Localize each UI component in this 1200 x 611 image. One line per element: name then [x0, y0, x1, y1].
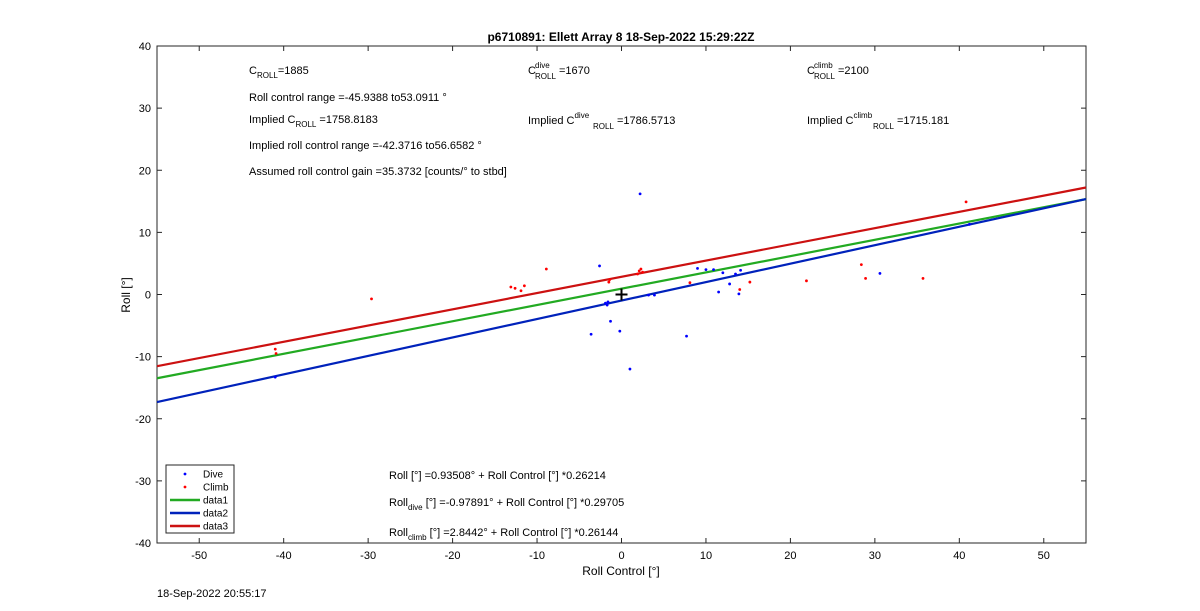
dive-point	[628, 367, 632, 371]
climb-point	[509, 285, 513, 289]
dive-point	[737, 292, 741, 296]
legend-marker-dive	[183, 472, 187, 476]
x-tick-label: 40	[953, 550, 965, 562]
dive-point	[878, 271, 882, 275]
climb-point	[519, 289, 523, 293]
climb-point	[639, 267, 643, 271]
y-axis-label: Roll [°]	[119, 277, 133, 312]
x-tick-label: -10	[529, 550, 545, 562]
x-tick-label: 30	[869, 550, 881, 562]
climb-point	[273, 347, 277, 351]
dive-point	[618, 329, 622, 333]
climb-point	[738, 288, 742, 291]
dive-point	[734, 272, 737, 276]
dive-point	[968, 222, 971, 226]
implied-climb-annotation: Implied CclimbROLL =1715.181	[807, 111, 949, 131]
fit-line-data3	[156, 186, 1087, 368]
climb-point	[522, 284, 526, 288]
fit-line-data2	[156, 198, 1087, 404]
dive-point	[704, 268, 708, 272]
footer-timestamp: 18-Sep-2022 20:55:17	[157, 588, 267, 600]
y-tick-label: 0	[145, 290, 151, 302]
x-tick-label: 10	[700, 550, 712, 562]
dive-point	[696, 267, 699, 270]
dive-point	[739, 268, 742, 272]
climb-point	[637, 269, 641, 273]
climb-point	[921, 276, 925, 280]
y-tick-label: -40	[135, 538, 151, 550]
plot-axes: -50 -40 -30 -20 -10 0 10 20 30 40 50 -40 -30 -20 -10 0…	[135, 41, 1087, 562]
legend-marker-climb	[183, 485, 187, 489]
cdive-annotation: Cdive ROLL =1670	[528, 61, 590, 81]
y-tick-label: 30	[139, 103, 151, 115]
climb-point	[859, 263, 863, 267]
croll-annotation: CROLL=1885	[249, 65, 309, 80]
roll-range-annotation: Roll control range =-45.9388 to53.0911 °	[249, 92, 447, 104]
legend-label-data1: data1	[203, 496, 228, 507]
dive-point	[721, 271, 725, 275]
y-tick-label: -10	[135, 352, 151, 364]
x-axis-ticks: -50 -40 -30 -20 -10 0 10 20 30 40 50	[191, 46, 1050, 562]
data-points	[273, 192, 971, 379]
dive-point	[653, 293, 656, 297]
x-tick-label: -30	[360, 550, 376, 562]
climb-point	[864, 276, 867, 280]
dive-point	[712, 268, 715, 272]
dive-point	[638, 192, 642, 196]
dive-point	[717, 290, 721, 294]
y-tick-label: -30	[135, 476, 151, 488]
dive-point	[589, 332, 593, 336]
fit-dive-equation: Rolldive [°] =-0.97891° + Roll Control […	[389, 497, 624, 512]
dive-point	[598, 264, 601, 268]
climb-point	[544, 267, 548, 271]
x-tick-label: 20	[784, 550, 796, 562]
climb-point	[964, 200, 968, 204]
dive-point	[273, 375, 277, 379]
dive-point	[609, 319, 612, 323]
legend-label-dive: Dive	[203, 470, 223, 481]
climb-point	[805, 279, 808, 283]
dive-point	[604, 301, 607, 305]
implied-dive-annotation: Implied CdiveROLL =1786.5713	[528, 111, 675, 131]
cclimb-annotation: Cclimb ROLL =2100	[807, 61, 869, 81]
legend: Dive Climb data1 data2 data3	[165, 464, 235, 534]
x-tick-label: 50	[1038, 550, 1050, 562]
climb-point	[641, 270, 645, 274]
y-tick-label: 10	[139, 227, 151, 239]
y-tick-label: 40	[139, 41, 151, 53]
climb-point	[513, 286, 517, 290]
dive-point	[606, 300, 610, 304]
fit-equation: Roll [°] =0.93508° + Roll Control [°] *0…	[389, 470, 606, 482]
dive-point	[728, 282, 732, 286]
x-tick-label: -20	[445, 550, 461, 562]
center-marker	[615, 288, 628, 301]
legend-label-data2: data2	[203, 509, 228, 520]
x-tick-label: 0	[618, 550, 624, 562]
implied-range-annotation: Implied roll control range =-42.3716 to5…	[249, 140, 482, 152]
climb-point	[748, 280, 752, 284]
y-tick-label: -20	[135, 414, 151, 426]
legend-label-data3: data3	[203, 522, 228, 533]
climb-point	[607, 280, 611, 284]
x-tick-label: -50	[191, 550, 207, 562]
dive-point	[647, 293, 650, 297]
implied-croll-annotation: Implied CROLL =1758.8183	[249, 114, 378, 129]
x-axis-label: Roll Control [°]	[582, 564, 660, 578]
gain-annotation: Assumed roll control gain =35.3732 [coun…	[249, 166, 507, 178]
legend-label-climb: Climb	[203, 483, 229, 494]
y-axis-ticks: -40 -30 -20 -10 0 10 20 30 40	[135, 41, 1086, 550]
climb-point	[688, 281, 692, 285]
y-tick-label: 20	[139, 165, 151, 177]
x-tick-label: -40	[276, 550, 292, 562]
fit-climb-equation: Rollclimb [°] =2.8442° + Roll Control [°…	[389, 527, 618, 542]
climb-point	[274, 352, 278, 355]
chart-title: p6710891: Ellett Array 8 18-Sep-2022 15:…	[487, 30, 754, 44]
climb-point	[636, 272, 639, 276]
dive-point	[685, 334, 688, 338]
climb-point	[608, 278, 612, 281]
dive-point	[605, 303, 609, 307]
climb-point	[370, 297, 373, 301]
